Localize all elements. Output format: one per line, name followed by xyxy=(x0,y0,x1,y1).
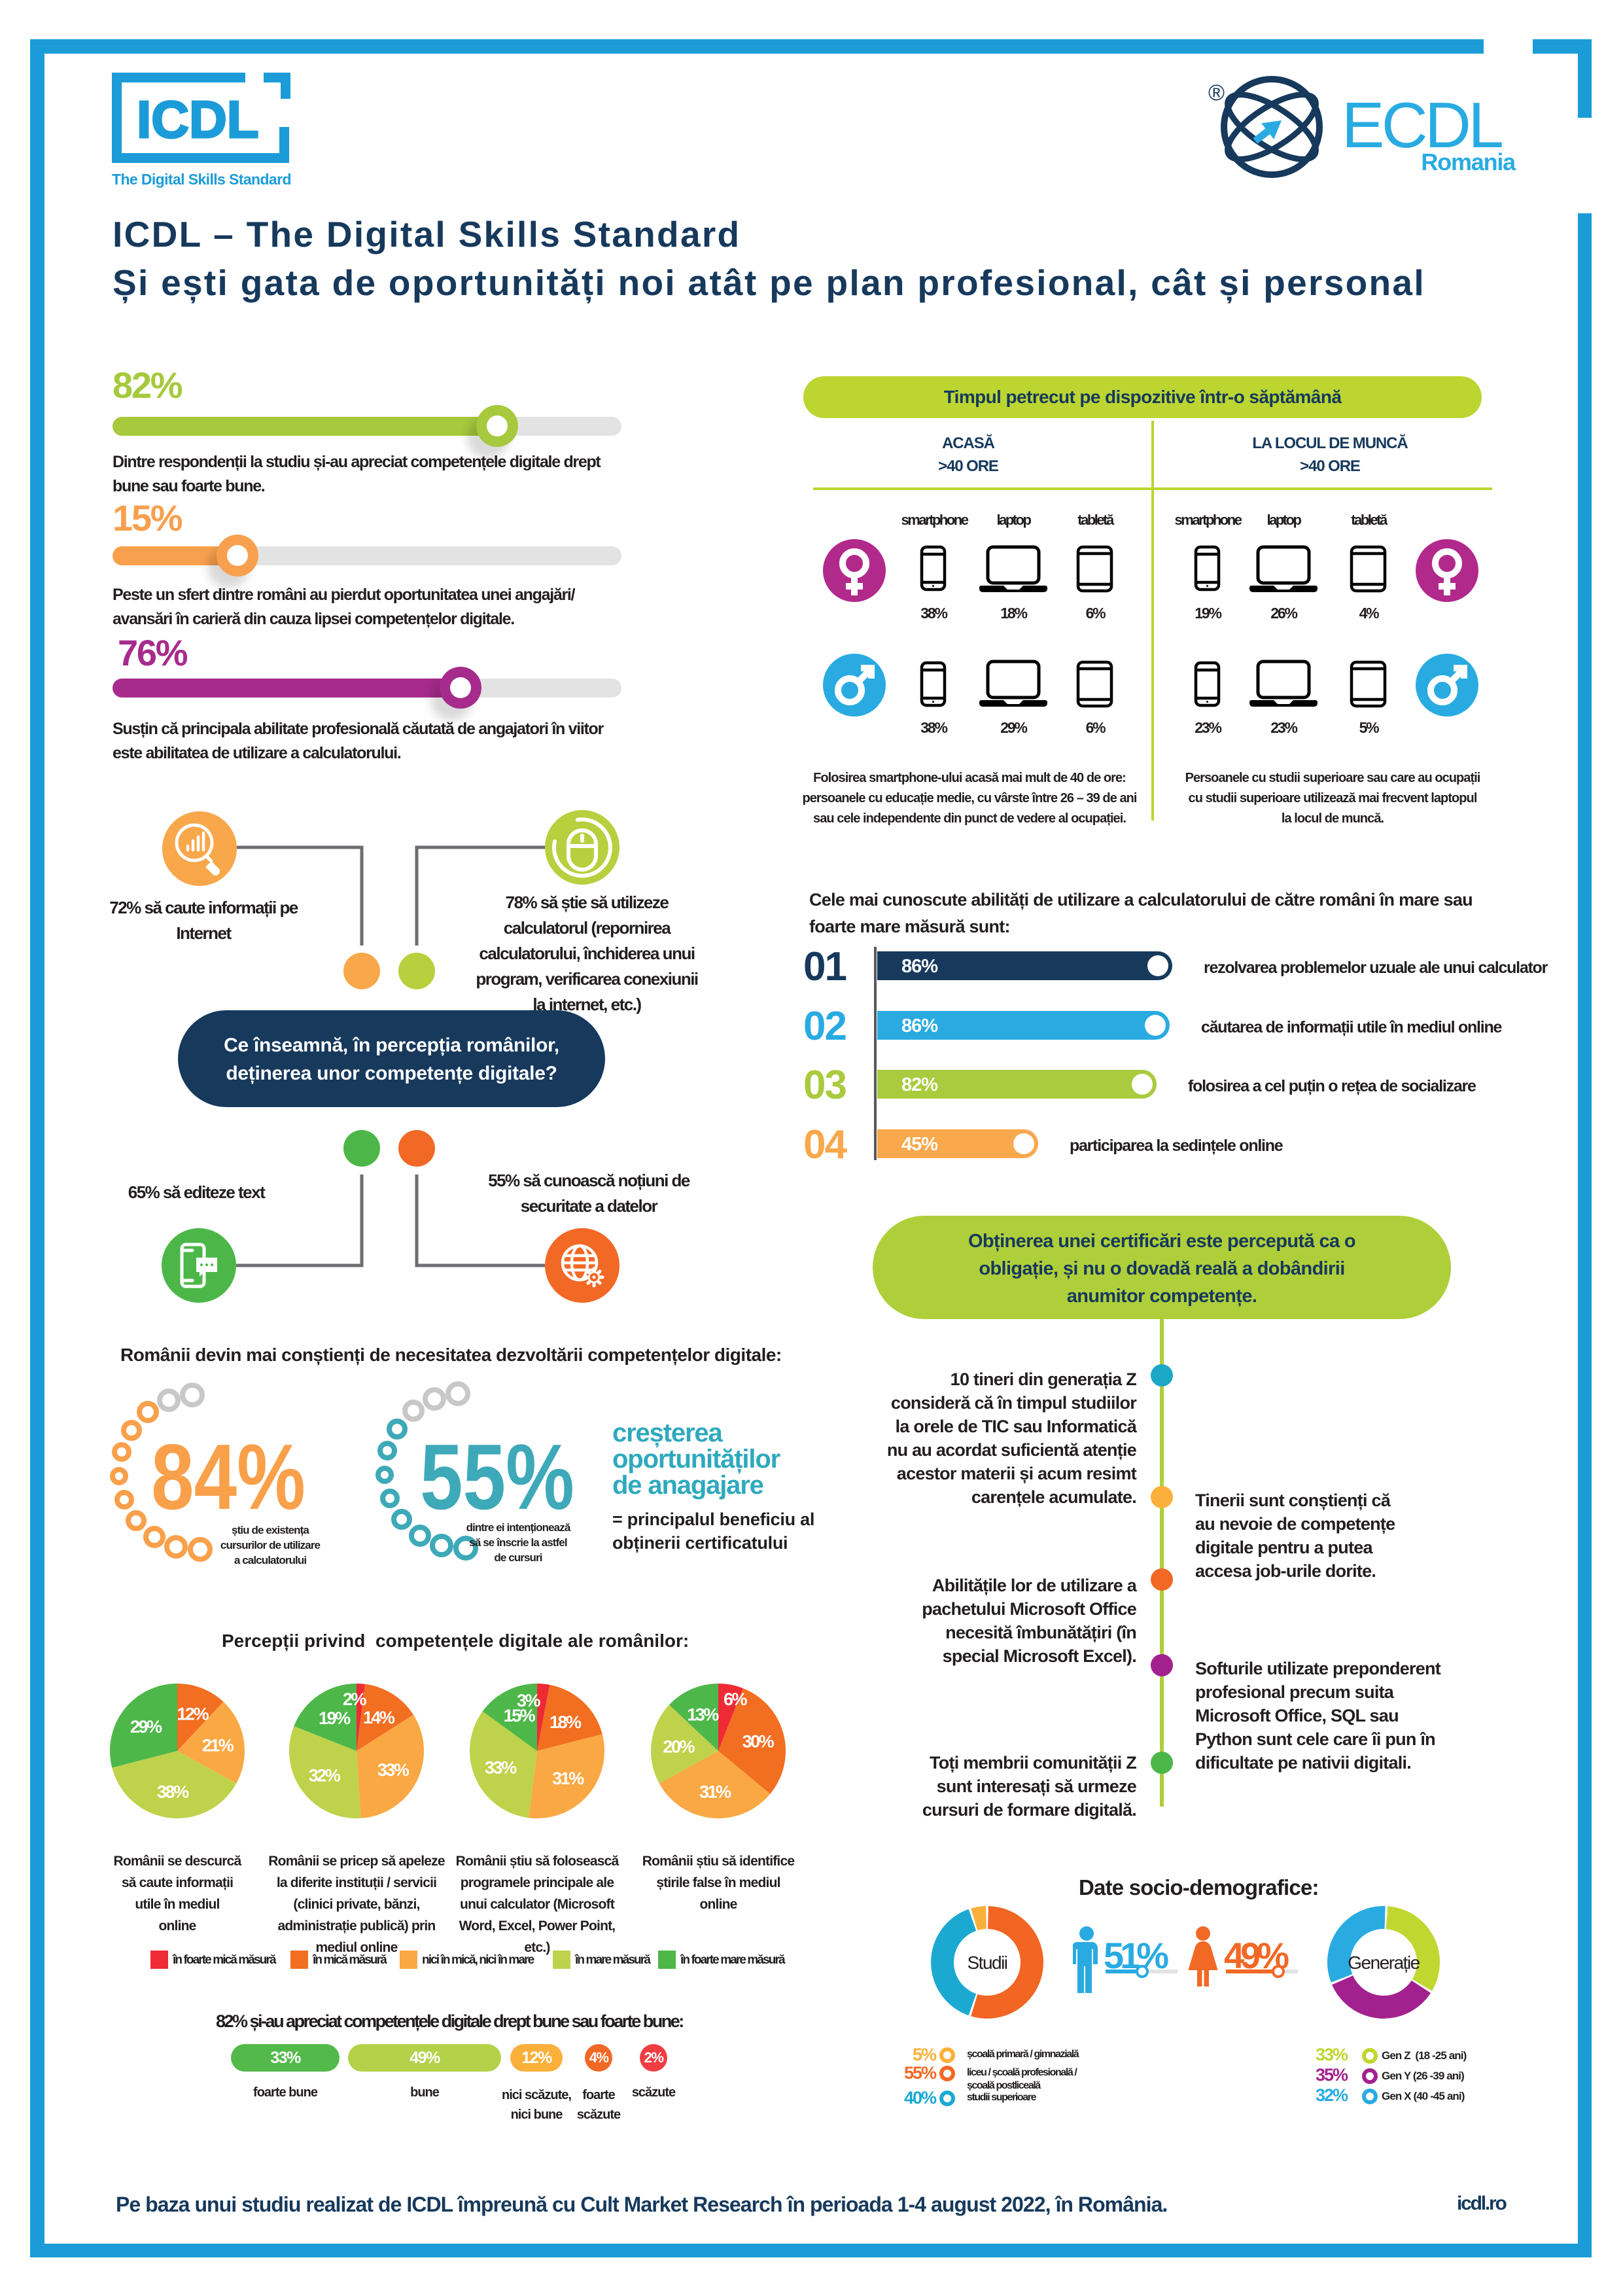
svg-text:20%: 20% xyxy=(663,1737,695,1756)
svg-text:ICDL: ICDL xyxy=(137,90,259,149)
svg-text:32%: 32% xyxy=(309,1765,341,1785)
svg-text:33%: 33% xyxy=(377,1760,410,1780)
svg-text:Studii: Studii xyxy=(967,1952,1007,1973)
svg-text:12%: 12% xyxy=(177,1704,209,1724)
svg-text:33%: 33% xyxy=(485,1758,517,1778)
svg-text:31%: 31% xyxy=(699,1782,731,1802)
svg-text:19%: 19% xyxy=(319,1708,351,1728)
svg-text:14%: 14% xyxy=(363,1708,395,1727)
svg-text:ECDL: ECDL xyxy=(1342,89,1502,161)
svg-text:15%: 15% xyxy=(504,1706,536,1725)
svg-text:Romania: Romania xyxy=(1421,149,1516,175)
svg-text:13%: 13% xyxy=(687,1704,719,1724)
svg-text:31%: 31% xyxy=(552,1769,584,1788)
svg-text:30%: 30% xyxy=(742,1732,775,1752)
svg-text:29%: 29% xyxy=(130,1717,162,1737)
svg-text:18%: 18% xyxy=(550,1712,582,1732)
svg-text:®: ® xyxy=(1208,80,1225,105)
svg-text:Generație: Generație xyxy=(1348,1952,1420,1973)
svg-text:38%: 38% xyxy=(157,1782,189,1801)
svg-text:21%: 21% xyxy=(202,1735,234,1755)
